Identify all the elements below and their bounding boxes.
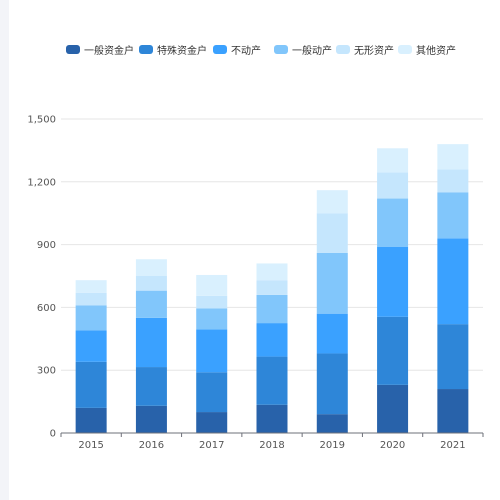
legend-item-other[interactable]: 其他资产 [398, 41, 456, 57]
legend-swatch [139, 44, 153, 54]
bar-segment[interactable] [437, 144, 469, 170]
y-tick-label: 1,500 [27, 115, 56, 126]
y-tick-label: 0 [50, 429, 56, 440]
legend-swatch [213, 44, 227, 54]
bar-segment[interactable] [256, 294, 288, 324]
y-tick-label: 1,200 [27, 177, 56, 188]
bar-segment[interactable] [135, 367, 167, 406]
legend-swatch [398, 44, 412, 54]
legend-label: 特殊资金户 [157, 45, 207, 57]
x-tick-label: 2019 [320, 440, 345, 451]
x-tick-label: 2020 [380, 440, 405, 451]
x-tick-label: 2015 [78, 440, 103, 451]
legend-label: 不动产 [231, 45, 261, 57]
bar-segment[interactable] [75, 280, 107, 293]
bar-segment[interactable] [316, 252, 348, 314]
bar-segment[interactable] [377, 246, 409, 317]
legend-swatch [274, 44, 288, 54]
bar-segment[interactable] [75, 407, 107, 433]
chart-legend: 一般资金户 特殊资金户 不动产 一般动产 无形资产 其他资产 [9, 41, 500, 57]
bar-segment[interactable] [316, 313, 348, 354]
bar-segment[interactable] [196, 274, 228, 296]
legend-item-intangible[interactable]: 无形资产 [336, 41, 394, 57]
y-tick-label: 600 [37, 303, 56, 314]
bar-segment[interactable] [316, 213, 348, 253]
legend-item-general-movable[interactable]: 一般动产 [274, 41, 332, 57]
bar-segment[interactable] [135, 405, 167, 433]
bar-segment[interactable] [135, 276, 167, 291]
bar-segment[interactable] [196, 308, 228, 330]
x-tick-label: 2016 [139, 440, 164, 451]
bar-segment[interactable] [256, 356, 288, 405]
legend-item-general-fund[interactable]: 一般资金户 [66, 41, 134, 57]
bar-segment[interactable] [75, 305, 107, 331]
bar-segment[interactable] [135, 317, 167, 368]
bar-segment[interactable] [196, 412, 228, 433]
y-tick-label: 900 [37, 240, 56, 251]
bar-segment[interactable] [437, 169, 469, 193]
y-tick-label: 300 [37, 366, 56, 377]
bar-segment[interactable] [256, 263, 288, 281]
bar-segment[interactable] [437, 389, 469, 433]
bar-segment[interactable] [377, 384, 409, 433]
bar-segment[interactable] [377, 148, 409, 173]
bar-segment[interactable] [135, 259, 167, 276]
bar-segment[interactable] [196, 329, 228, 373]
legend-label: 其他资产 [416, 45, 456, 57]
bar-segment[interactable] [196, 372, 228, 413]
bar-segment[interactable] [75, 361, 107, 408]
legend-label: 无形资产 [354, 45, 394, 57]
x-tick-label: 2017 [199, 440, 224, 451]
bar-segment[interactable] [316, 414, 348, 433]
bar-segment[interactable] [316, 353, 348, 415]
bar-segment[interactable] [75, 330, 107, 362]
legend-item-special-fund[interactable]: 特殊资金户 [139, 41, 207, 57]
legend-label: 一般动产 [292, 45, 332, 57]
bar-segment[interactable] [437, 238, 469, 325]
x-tick-label: 2018 [259, 440, 284, 451]
bar-segment[interactable] [377, 316, 409, 385]
bar-segment[interactable] [256, 280, 288, 295]
bar-segment[interactable] [196, 295, 228, 309]
bar-segment[interactable] [437, 192, 469, 239]
bar-segment[interactable] [377, 172, 409, 199]
bar-segment[interactable] [256, 404, 288, 433]
x-tick-label: 2021 [440, 440, 465, 451]
legend-label: 一般资金户 [84, 45, 134, 57]
bar-segment[interactable] [437, 324, 469, 390]
bar-segment[interactable] [377, 198, 409, 247]
legend-item-real-estate[interactable]: 不动产 [213, 41, 261, 57]
legend-swatch [336, 44, 350, 54]
bar-segment[interactable] [135, 290, 167, 318]
bar-segment[interactable] [256, 323, 288, 357]
bar-segment[interactable] [75, 292, 107, 306]
legend-swatch [66, 44, 80, 54]
bar-segment[interactable] [316, 190, 348, 214]
